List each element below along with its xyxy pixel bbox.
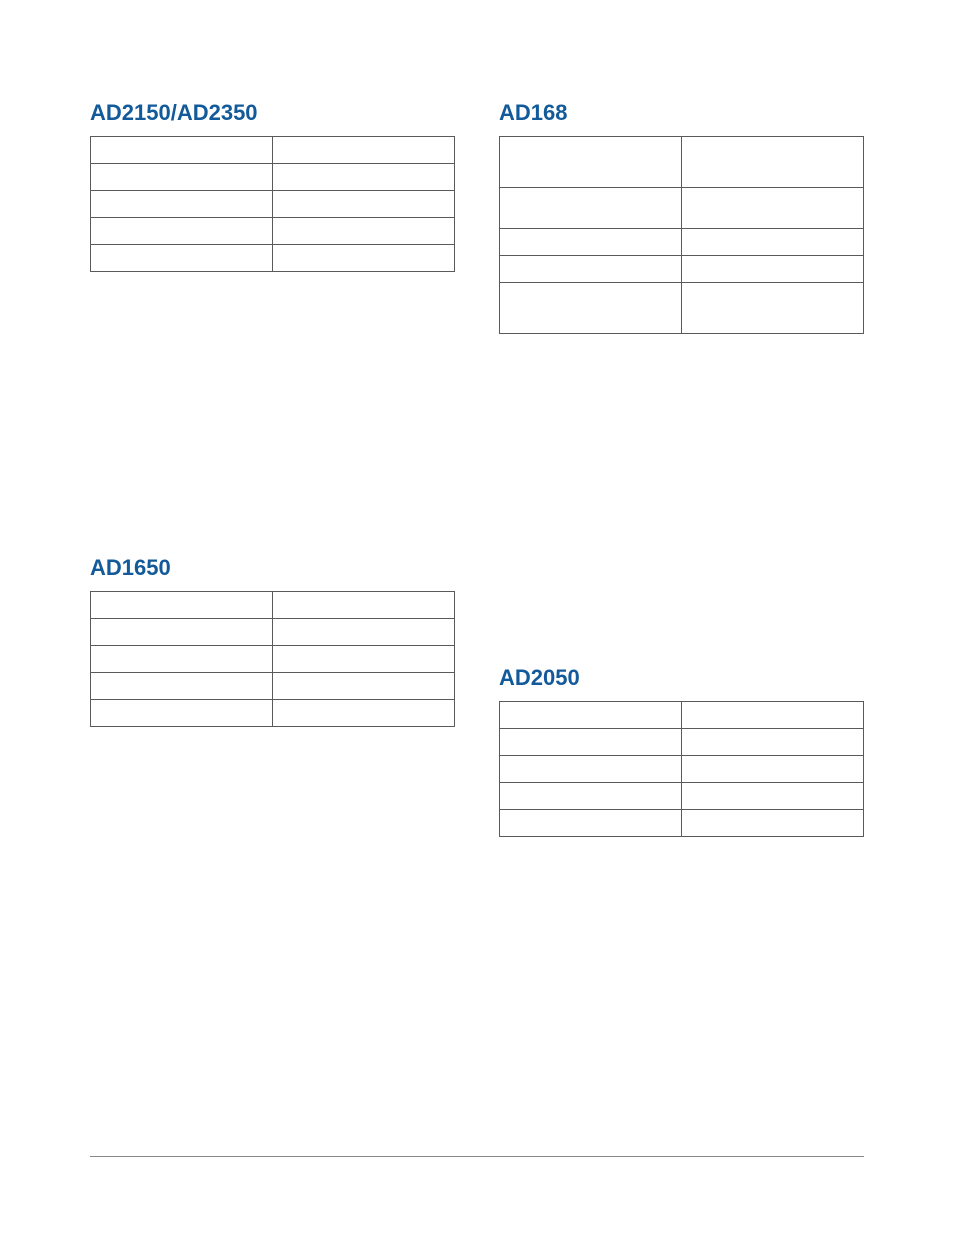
cell: Parity — [91, 646, 273, 673]
cell: Stop Bits — [91, 245, 273, 272]
cell: 8 — [273, 673, 455, 700]
cell: None — [682, 229, 864, 256]
table-row: Stop Bits 1 — [91, 245, 455, 272]
section-title: AD1650 — [90, 555, 455, 581]
table-row: Stop Bits 1 — [500, 810, 864, 837]
table-row: Stop Bits 1 — [91, 700, 455, 727]
table-ad2050: Parameter Setting Baud 9600 Parity None … — [499, 701, 864, 837]
section-ad2150-ad2350: AD2150/AD2350 Parameter Setting Baud 120… — [90, 100, 455, 375]
cell: Data Bits — [500, 256, 682, 283]
spacer — [90, 375, 864, 555]
section-title: AD168 — [499, 100, 864, 126]
cell: Parity — [500, 229, 682, 256]
cell: Data Bits — [91, 218, 273, 245]
section-title: AD2050 — [499, 665, 864, 691]
table-ad1650: Parameter Setting Baud 1200 Parity None … — [90, 591, 455, 727]
cell: Setting — [273, 592, 455, 619]
cell: None — [682, 756, 864, 783]
cell: Keyboard (AD2079) — [682, 137, 864, 188]
cell: 1 — [682, 810, 864, 837]
table-row: Data Bits 8 — [91, 673, 455, 700]
cell: None — [273, 646, 455, 673]
cell: Stop Bits — [500, 283, 682, 334]
cell: Parity — [91, 191, 273, 218]
cell: Parameter — [91, 592, 273, 619]
cell: Parameter — [500, 702, 682, 729]
section-title: AD2150/AD2350 — [90, 100, 455, 126]
cell: Baud — [500, 729, 682, 756]
table-ad2150: Parameter Setting Baud 1200 Parity None … — [90, 136, 455, 272]
table-row: Parameter Setting — [500, 702, 864, 729]
cell: None — [273, 191, 455, 218]
section-ad2050: AD2050 Parameter Setting Baud 9600 Parit… — [499, 555, 864, 862]
table-ad168: Port Use Keyboard (AD2079) Baud 4800 or … — [499, 136, 864, 334]
top-row: AD2150/AD2350 Parameter Setting Baud 120… — [90, 100, 864, 375]
cell: 9600 — [682, 729, 864, 756]
cell: Parity — [500, 756, 682, 783]
cell: Baud — [91, 164, 273, 191]
cell: Stop Bits — [91, 700, 273, 727]
table-row: Parameter Setting — [91, 592, 455, 619]
mid-row: AD1650 Parameter Setting Baud 1200 Parit… — [90, 555, 864, 862]
table-row: Parity None — [91, 191, 455, 218]
table-row: Data Bits 8 — [500, 783, 864, 810]
table-row: Baud 4800 or 9600 — [500, 188, 864, 229]
table-row: Stop Bits 1 — [500, 283, 864, 334]
page: AD2150/AD2350 Parameter Setting Baud 120… — [0, 0, 954, 1235]
cell: 8 — [273, 218, 455, 245]
table-row: Baud 1200 — [91, 619, 455, 646]
cell: 4800 or 9600 — [682, 188, 864, 229]
table-row: Data Bits 8 — [91, 218, 455, 245]
footer-left: Communication Settings — [90, 1163, 209, 1175]
table-row: Baud 1200 — [91, 164, 455, 191]
cell: 1200 — [273, 164, 455, 191]
section-ad168: AD168 Port Use Keyboard (AD2079) Baud 48… — [499, 100, 864, 375]
cell: 1200 — [273, 619, 455, 646]
footer-right: Page 3 — [829, 1163, 864, 1175]
cell: Setting — [273, 137, 455, 164]
cell: 1 — [682, 283, 864, 334]
section-ad1650: AD1650 Parameter Setting Baud 1200 Parit… — [90, 555, 455, 862]
cell: 1 — [273, 245, 455, 272]
note-text: AD1650 supports RS-232. Use a converter … — [90, 735, 455, 752]
table-row: Parity None — [91, 646, 455, 673]
table-row: Parameter Setting — [91, 137, 455, 164]
cell: Parameter — [91, 137, 273, 164]
note-text: AD2050 settings for direct serial contro… — [499, 845, 864, 862]
cell: Data Bits — [91, 673, 273, 700]
table-row: Parity None — [500, 229, 864, 256]
table-row: Port Use Keyboard (AD2079) — [500, 137, 864, 188]
cell: 8 — [682, 783, 864, 810]
cell: Stop Bits — [500, 810, 682, 837]
cell: Setting — [682, 702, 864, 729]
table-row: Parity None — [500, 756, 864, 783]
cell: Baud — [500, 188, 682, 229]
cell: Data Bits — [500, 783, 682, 810]
note-text: The AD2150 and AD2350 support RS-232 onl… — [90, 280, 455, 313]
note-text: Set the AD168 port type to Keyboard. AD1… — [499, 342, 864, 375]
cell: 1 — [273, 700, 455, 727]
table-row: Data Bits 8 — [500, 256, 864, 283]
table-row: Baud 9600 — [500, 729, 864, 756]
cell: Baud — [91, 619, 273, 646]
cell: Port Use — [500, 137, 682, 188]
page-footer: Communication Settings Page 3 — [90, 1156, 864, 1175]
cell: 8 — [682, 256, 864, 283]
